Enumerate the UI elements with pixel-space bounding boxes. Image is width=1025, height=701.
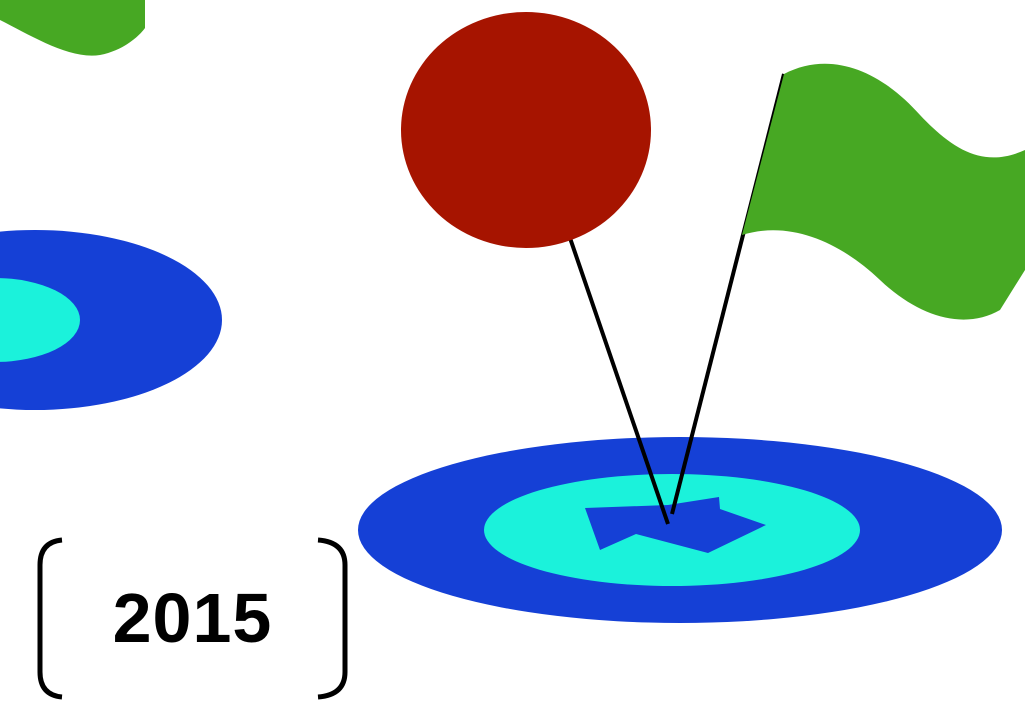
right-bracket <box>317 537 348 700</box>
arrow-icon <box>585 497 766 553</box>
balloon-string <box>568 237 670 525</box>
left-target-inner-ring <box>0 278 80 362</box>
flag-icon <box>742 63 1025 320</box>
year-label: 2015 <box>112 579 273 657</box>
left-target-outer-ring <box>0 230 222 410</box>
balloon-icon <box>401 12 651 248</box>
partial-flag-icon <box>0 0 145 56</box>
left-bracket <box>37 537 63 700</box>
